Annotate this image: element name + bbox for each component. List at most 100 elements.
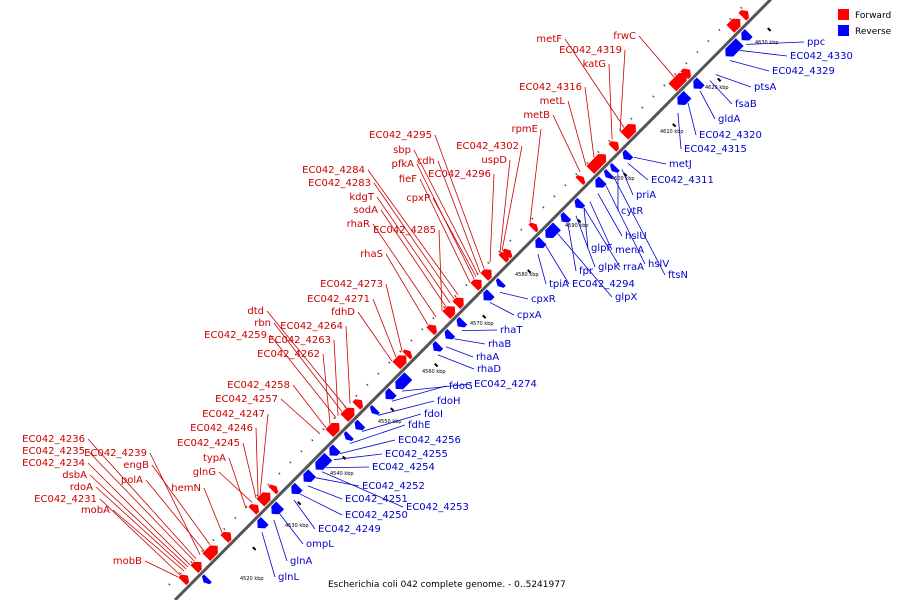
tick-label: 4610 kbp <box>660 129 684 135</box>
gene-label: EC042_4252 <box>362 481 425 492</box>
label-leader <box>589 201 613 251</box>
label-leader <box>745 41 805 45</box>
forward-gene <box>726 18 741 33</box>
reverse-gene <box>303 469 317 482</box>
label-leader <box>218 471 253 503</box>
forward-gene <box>220 531 232 543</box>
gene-label: glpK <box>598 262 620 273</box>
forward-gene <box>426 324 438 336</box>
label-leader <box>242 442 257 499</box>
gene-label: rpmE <box>511 124 538 135</box>
gene-label: dtd <box>247 306 264 317</box>
gene-label: rbn <box>254 318 271 329</box>
minor-tick <box>663 84 666 87</box>
gene-label: rhaB <box>488 339 511 350</box>
label-leader <box>87 438 197 560</box>
forward-gene <box>392 355 407 370</box>
forward-gene <box>470 279 482 291</box>
gene-label: EC042_4235 <box>22 446 85 457</box>
label-leader <box>437 160 481 273</box>
label-leader <box>608 63 613 140</box>
reverse-gene <box>369 404 380 415</box>
tick-label: 4600 kbp <box>611 176 635 182</box>
reverse-gene <box>693 77 705 89</box>
gene-label: hemN <box>171 483 201 494</box>
gene-label: frwC <box>613 31 636 42</box>
label-leader <box>333 453 383 461</box>
gene-label: metB <box>523 110 550 121</box>
minor-tick <box>245 505 248 508</box>
label-leader <box>293 499 316 530</box>
reverse-gene <box>741 29 753 41</box>
label-leader <box>557 233 613 298</box>
reverse-gene <box>291 482 303 495</box>
forward-gene <box>202 545 218 561</box>
gene-label: EC042_4239 <box>84 448 147 459</box>
minor-tick <box>399 350 402 353</box>
label-leader <box>266 310 347 408</box>
gene-label: sbp <box>393 145 411 156</box>
label-leader <box>112 509 185 572</box>
gene-label: sodA <box>353 205 378 216</box>
label-leader <box>537 253 547 285</box>
tick-mark <box>297 501 302 506</box>
reverse-gene <box>257 517 269 529</box>
gene-label: EC042_4262 <box>257 349 320 360</box>
label-leader <box>564 38 625 128</box>
label-leader <box>377 400 435 416</box>
gene-label: ftsN <box>668 270 688 281</box>
reverse-gene <box>495 277 506 288</box>
label-leader <box>461 329 498 332</box>
label-leader <box>445 346 474 358</box>
gene-label: EC042_4253 <box>406 502 469 513</box>
label-leader <box>432 197 477 277</box>
forward-gene <box>608 141 620 152</box>
minor-tick <box>443 306 446 309</box>
label-leader <box>552 114 581 172</box>
tick-mark <box>577 218 582 224</box>
label-leader <box>567 223 577 272</box>
reverse-gene <box>483 289 495 301</box>
label-leader <box>361 413 422 432</box>
minor-tick <box>674 73 677 76</box>
gene-label: EC042_4247 <box>202 409 265 420</box>
reverse-gene <box>603 169 614 179</box>
gene-label: EC042_4295 <box>369 130 432 141</box>
gene-label: ppc <box>807 37 825 48</box>
minor-tick <box>608 139 611 143</box>
label-leader <box>307 485 343 500</box>
gene-label: cpxP <box>406 193 430 204</box>
label-leader <box>376 196 451 304</box>
gene-label: EC042_4245 <box>177 438 240 449</box>
label-leader <box>605 185 646 265</box>
gene-layer <box>178 10 753 586</box>
label-leader <box>144 560 179 578</box>
tick-layer: 4520 kbp 4530 kbp 4540 kbp 4550 kbp 4560 kbp… <box>168 6 779 586</box>
label-leader <box>325 466 370 469</box>
label-leader <box>385 283 403 352</box>
label-leader <box>279 513 304 545</box>
tick-label: 4570 kbp <box>470 321 494 327</box>
reverse-gene <box>535 236 547 249</box>
minor-tick <box>652 95 655 98</box>
minor-tick <box>278 472 281 475</box>
reverse-gene <box>385 388 397 400</box>
minor-tick <box>223 527 226 531</box>
gene-label: EC042_4246 <box>190 423 253 434</box>
label-leader <box>299 493 343 516</box>
forward-gene <box>586 154 607 174</box>
label-leader <box>699 90 716 120</box>
minor-tick <box>432 317 435 320</box>
label-leader <box>95 486 187 570</box>
label-leader <box>575 215 596 268</box>
gene-label: EC042_4320 <box>699 130 762 141</box>
gene-label: mobB <box>113 556 142 567</box>
label-leader <box>87 462 191 566</box>
gene-label: mobA <box>81 505 110 516</box>
minor-tick <box>201 549 204 553</box>
forward-gene <box>325 422 340 437</box>
minor-tick <box>421 328 424 331</box>
label-leader <box>499 159 511 253</box>
gene-label: cpxA <box>517 310 542 321</box>
reverse-gene <box>395 372 413 390</box>
